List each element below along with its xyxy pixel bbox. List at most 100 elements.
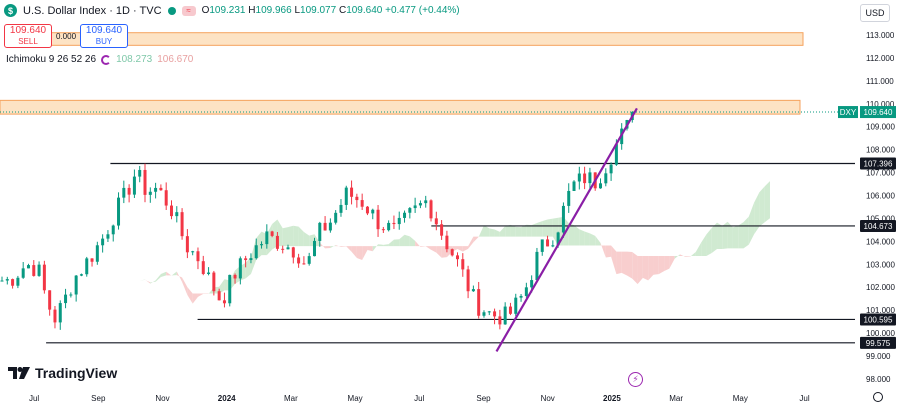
cloud-segment bbox=[409, 236, 416, 247]
candle-body bbox=[599, 183, 603, 189]
candle-body bbox=[180, 212, 184, 237]
cloud-segment bbox=[674, 254, 680, 259]
candle-body bbox=[106, 234, 110, 239]
candle-body bbox=[238, 258, 242, 279]
candle-body bbox=[323, 222, 327, 231]
cloud-segment bbox=[420, 246, 426, 247]
price-tick-label: 104.000 bbox=[866, 237, 895, 246]
time-tick-label: Sep bbox=[476, 394, 491, 403]
time-tick-label: Mar bbox=[284, 394, 298, 403]
candle-body bbox=[37, 264, 41, 276]
level-price-tag bbox=[860, 313, 896, 326]
candle-body bbox=[540, 239, 544, 252]
symbol-title[interactable]: U.S. Dollar Index · 1D · TVC bbox=[23, 4, 162, 17]
candle-body bbox=[58, 303, 62, 323]
candle-body bbox=[143, 169, 147, 195]
candle-body bbox=[159, 187, 163, 191]
cloud-segment bbox=[526, 224, 532, 237]
cloud-segment bbox=[182, 277, 188, 295]
cloud-segment bbox=[764, 181, 770, 223]
candle-body bbox=[0, 280, 4, 282]
cloud-segment bbox=[187, 287, 193, 304]
candle-body bbox=[175, 212, 179, 217]
cloud-segment bbox=[510, 224, 516, 237]
cloud-segment bbox=[531, 222, 537, 237]
cloud-segment bbox=[748, 202, 755, 245]
cloud-segment bbox=[669, 256, 675, 269]
sell-button[interactable]: 109.640 SELL bbox=[4, 24, 52, 48]
cloud-segment bbox=[505, 224, 511, 237]
candle-body bbox=[519, 295, 523, 298]
cloud-segment bbox=[717, 222, 723, 249]
price-tick-label: 101.000 bbox=[866, 306, 895, 315]
candle-body bbox=[551, 245, 555, 247]
candle-body bbox=[450, 249, 454, 256]
candle-body bbox=[222, 300, 226, 304]
candle-body bbox=[318, 222, 322, 241]
cloud-segment bbox=[653, 256, 659, 275]
candle-body bbox=[275, 235, 279, 249]
candle-body bbox=[138, 169, 142, 177]
candle-body bbox=[487, 311, 491, 313]
candle-body bbox=[260, 244, 264, 246]
market-status-icon[interactable]: ≈ bbox=[181, 5, 196, 16]
candle-body bbox=[524, 287, 528, 296]
candle-body bbox=[26, 265, 30, 269]
price-tick-label: 109.000 bbox=[866, 123, 895, 132]
buy-price: 109.640 bbox=[85, 25, 123, 36]
candle-body bbox=[493, 311, 497, 317]
indicator-legend[interactable]: Ichimoku 9 26 52 26 108.273 106.670 bbox=[6, 54, 193, 65]
horizontal-levels bbox=[46, 162, 855, 344]
candle-body bbox=[508, 306, 512, 314]
candle-body bbox=[334, 212, 338, 223]
lightning-icon[interactable]: ⚡ bbox=[628, 372, 643, 387]
sell-label: SELL bbox=[18, 37, 38, 46]
candle-body bbox=[79, 274, 83, 276]
candle-body bbox=[577, 173, 581, 182]
cloud-segment bbox=[288, 225, 294, 247]
candle-body bbox=[111, 225, 115, 235]
cloud-segment bbox=[738, 222, 744, 249]
resistance-zone bbox=[0, 99, 801, 115]
last-price-label: 109.640 bbox=[864, 108, 893, 117]
tradingview-logo-icon bbox=[8, 367, 30, 379]
settings-icon[interactable] bbox=[873, 392, 883, 402]
buy-button[interactable]: 109.640 BUY bbox=[80, 24, 128, 48]
candle-body bbox=[614, 144, 618, 165]
cloud-segment bbox=[293, 225, 299, 247]
indicator-value-1: 108.273 bbox=[116, 54, 153, 65]
symbol-tag-label: DXY bbox=[840, 108, 857, 117]
candle-body bbox=[360, 200, 364, 207]
cloud-segment bbox=[399, 234, 405, 247]
candle-body bbox=[101, 238, 105, 246]
cloud-segment bbox=[626, 251, 633, 279]
cloud-segment bbox=[574, 225, 580, 246]
cloud-segment bbox=[383, 244, 389, 247]
candle-body bbox=[445, 235, 449, 250]
candle-body bbox=[11, 279, 15, 286]
price-tick-label: 103.000 bbox=[866, 260, 895, 269]
candle-body bbox=[604, 173, 608, 184]
cloud-segment bbox=[759, 186, 765, 227]
cloud-segment bbox=[621, 251, 627, 276]
candle-body bbox=[117, 197, 121, 226]
candle-body bbox=[69, 294, 73, 296]
candle-body bbox=[249, 258, 253, 261]
price-tick-label: 112.000 bbox=[866, 54, 895, 63]
cloud-segment bbox=[378, 244, 384, 247]
candle-body bbox=[471, 289, 475, 292]
candle-body bbox=[344, 187, 348, 205]
cloud-segment bbox=[219, 279, 225, 294]
cloud-segment bbox=[325, 246, 331, 249]
level-price-tag bbox=[860, 336, 896, 349]
cloud-segment bbox=[404, 234, 410, 247]
candle-body bbox=[286, 247, 290, 250]
currency-selector[interactable]: USD bbox=[860, 4, 890, 22]
cloud-segment bbox=[595, 235, 601, 246]
candle-body bbox=[350, 187, 354, 197]
candle-body bbox=[561, 205, 565, 233]
cloud-segment bbox=[139, 279, 146, 281]
cloud-segment bbox=[393, 239, 400, 247]
cloud-segment bbox=[589, 233, 596, 246]
